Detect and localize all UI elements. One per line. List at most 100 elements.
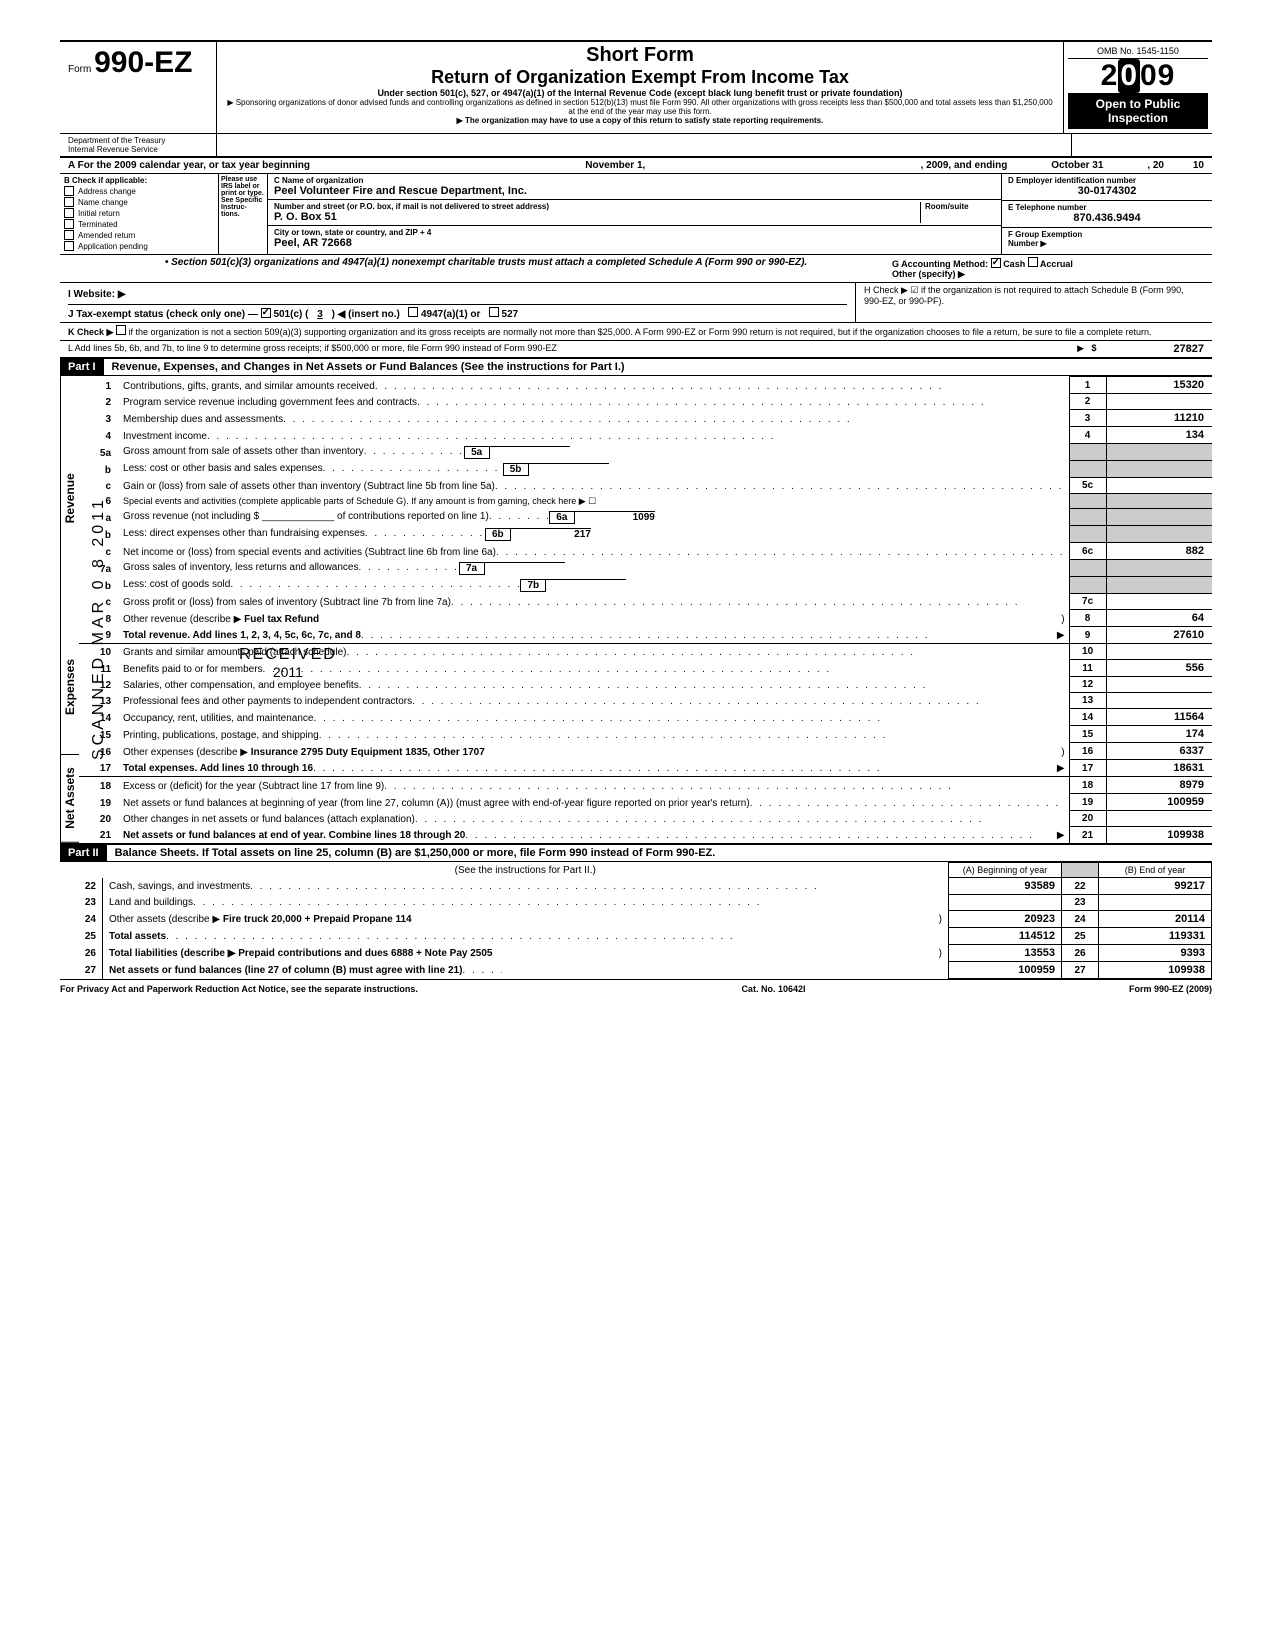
- line-4: 4Investment income4134: [79, 427, 1212, 444]
- line-19-val: 100959: [1106, 794, 1212, 811]
- line-12-val: [1106, 677, 1212, 693]
- line-26-a: 13553: [949, 945, 1062, 962]
- g-cash: Cash: [1003, 259, 1025, 269]
- line-10-desc: Grants and similar amounts paid (attach …: [123, 647, 346, 658]
- l-text: L Add lines 5b, 6b, and 7b, to line 9 to…: [68, 343, 1077, 355]
- h-right: H Check ▶ ☑ if the organization is not r…: [855, 283, 1212, 322]
- line-24-extra: Fire truck 20,000 + Prepaid Propane 114: [223, 914, 412, 925]
- g-label: G Accounting Method:: [892, 259, 988, 269]
- j-501c-check[interactable]: [261, 308, 271, 318]
- year-2: 2: [1101, 59, 1119, 92]
- line-8-close: ): [1061, 614, 1064, 625]
- f-group-row: F Group Exemption Number ▶: [1002, 228, 1212, 254]
- b-opt-1[interactable]: Name change: [64, 197, 214, 207]
- line-5c-val: [1106, 478, 1212, 494]
- checkbox-icon[interactable]: [64, 241, 74, 251]
- j-527-check[interactable]: [489, 307, 499, 317]
- j-501c-b: ) ◀ (insert no.): [332, 309, 400, 320]
- part-i-label: Part I: [60, 359, 104, 375]
- c-room-label: Room/suite: [925, 202, 995, 211]
- line-6a-val: 1099: [575, 511, 655, 524]
- row-a-endmonth: October 31: [1007, 160, 1147, 171]
- org-city: Peel, AR 72668: [274, 237, 995, 249]
- b-opt-3[interactable]: Terminated: [64, 219, 214, 229]
- line-7c-val: [1106, 594, 1212, 610]
- line-17-val: 18631: [1106, 760, 1212, 777]
- checkbox-icon[interactable]: [64, 230, 74, 240]
- line-16-extra: Insurance 2795 Duty Equipment 1835, Othe…: [251, 747, 485, 758]
- line-13-desc: Professional fees and other payments to …: [123, 696, 412, 707]
- checkbox-icon[interactable]: [64, 197, 74, 207]
- part-i-body: Revenue Expenses Net Assets RECEIVED 201…: [60, 376, 1212, 844]
- g-cash-check[interactable]: [991, 258, 1001, 268]
- dept-row: Department of the Treasury Internal Reve…: [60, 134, 1212, 158]
- footer-cat: Cat. No. 10642I: [741, 984, 805, 994]
- line-15-val: 174: [1106, 726, 1212, 743]
- form-footer: For Privacy Act and Paperwork Reduction …: [60, 979, 1212, 994]
- line-5a-desc: Gross amount from sale of assets other t…: [123, 446, 364, 459]
- footer-form: Form 990-EZ (2009): [1129, 984, 1212, 994]
- form-990ez: SCANNED MAR 0 8 2011 Form 990-EZ Short F…: [60, 40, 1212, 994]
- g-accounting: G Accounting Method: Cash Accrual Other …: [892, 257, 1192, 280]
- balance-colA: (A) Beginning of year: [949, 863, 1062, 878]
- dept-line2: Internal Revenue Service: [68, 145, 208, 154]
- j-4947-check[interactable]: [408, 307, 418, 317]
- line-26: 26Total liabilities (describe ▶ Prepaid …: [60, 945, 1212, 962]
- line-5b-desc: Less: cost or other basis and sales expe…: [123, 463, 323, 476]
- main-title: Return of Organization Exempt From Incom…: [225, 67, 1055, 88]
- line-24-close: ): [939, 914, 942, 925]
- line-16-close: ): [1061, 747, 1064, 758]
- line-3: 3Membership dues and assessments311210: [79, 410, 1212, 427]
- line-26-close: ): [939, 948, 942, 959]
- balance-sheet-table: (See the instructions for Part II.) (A) …: [60, 862, 1212, 979]
- line-20-desc: Other changes in net assets or fund bala…: [123, 814, 415, 825]
- line-4-desc: Investment income: [123, 431, 207, 442]
- line-12: 12Salaries, other compensation, and empl…: [79, 677, 1212, 693]
- d-ein-label: D Employer identification number: [1008, 176, 1206, 185]
- line-23-desc: Land and buildings: [109, 897, 193, 908]
- b-opt-2[interactable]: Initial return: [64, 208, 214, 218]
- g-accrual-check[interactable]: [1028, 257, 1038, 267]
- row-a-endyear: 10: [1164, 160, 1204, 171]
- b-opt-0-label: Address change: [78, 187, 136, 196]
- c-addr-row: Number and street (or P.O. box, if mail …: [268, 200, 1001, 226]
- line-4-val: 134: [1106, 427, 1212, 444]
- line-25-desc: Total assets: [109, 931, 166, 942]
- line-24-b: 20114: [1099, 911, 1212, 928]
- line-6b-desc: Less: direct expenses other than fundrai…: [123, 528, 365, 541]
- b-opt-4-label: Amended return: [78, 231, 135, 240]
- line-27-desc: Net assets or fund balances (line 27 of …: [109, 965, 462, 976]
- j-501c: 501(c) (: [273, 309, 308, 320]
- l-arrow: ▶: [1077, 343, 1084, 355]
- line-23: 23Land and buildings23: [60, 895, 1212, 911]
- line-8: 8Other revenue (describe ▶ Fuel tax Refu…: [79, 610, 1212, 627]
- year-09: 09: [1140, 59, 1175, 92]
- line-20-val: [1106, 811, 1212, 827]
- part-ii-header: Part II Balance Sheets. If Total assets …: [60, 844, 1212, 862]
- c-column: C Name of organization Peel Volunteer Fi…: [268, 174, 1001, 254]
- b-opt-5[interactable]: Application pending: [64, 241, 214, 251]
- b-opt-4[interactable]: Amended return: [64, 230, 214, 240]
- checkbox-icon[interactable]: [64, 219, 74, 229]
- b-opt-2-label: Initial return: [78, 209, 120, 218]
- checkbox-icon[interactable]: [64, 208, 74, 218]
- line-1-val: 15320: [1106, 377, 1212, 394]
- line-26-desc: Total liabilities (describe ▶: [109, 948, 235, 959]
- line-21-val: 109938: [1106, 827, 1212, 844]
- checkbox-icon[interactable]: [64, 186, 74, 196]
- line-10-val: [1106, 644, 1212, 660]
- k-row: K Check ▶ if the organization is not a s…: [60, 323, 1212, 341]
- k-check[interactable]: [116, 325, 126, 335]
- line-16: 16Other expenses (describe ▶ Insurance 2…: [79, 743, 1212, 760]
- side-revenue: Revenue: [60, 376, 79, 620]
- dept-mid: [217, 134, 1071, 156]
- b-opt-0[interactable]: Address change: [64, 186, 214, 196]
- line-6b: bLess: direct expenses other than fundra…: [79, 526, 1212, 543]
- line-13: 13Professional fees and other payments t…: [79, 693, 1212, 709]
- c-city-row: City or town, state or country, and ZIP …: [268, 226, 1001, 251]
- line-1: 1Contributions, gifts, grants, and simil…: [79, 377, 1212, 394]
- c-city-label: City or town, state or country, and ZIP …: [274, 228, 995, 237]
- line-22: 22Cash, savings, and investments93589229…: [60, 878, 1212, 895]
- f-group-label: F Group Exemption: [1008, 230, 1206, 239]
- j-label: J Tax-exempt status (check only one) —: [68, 309, 258, 320]
